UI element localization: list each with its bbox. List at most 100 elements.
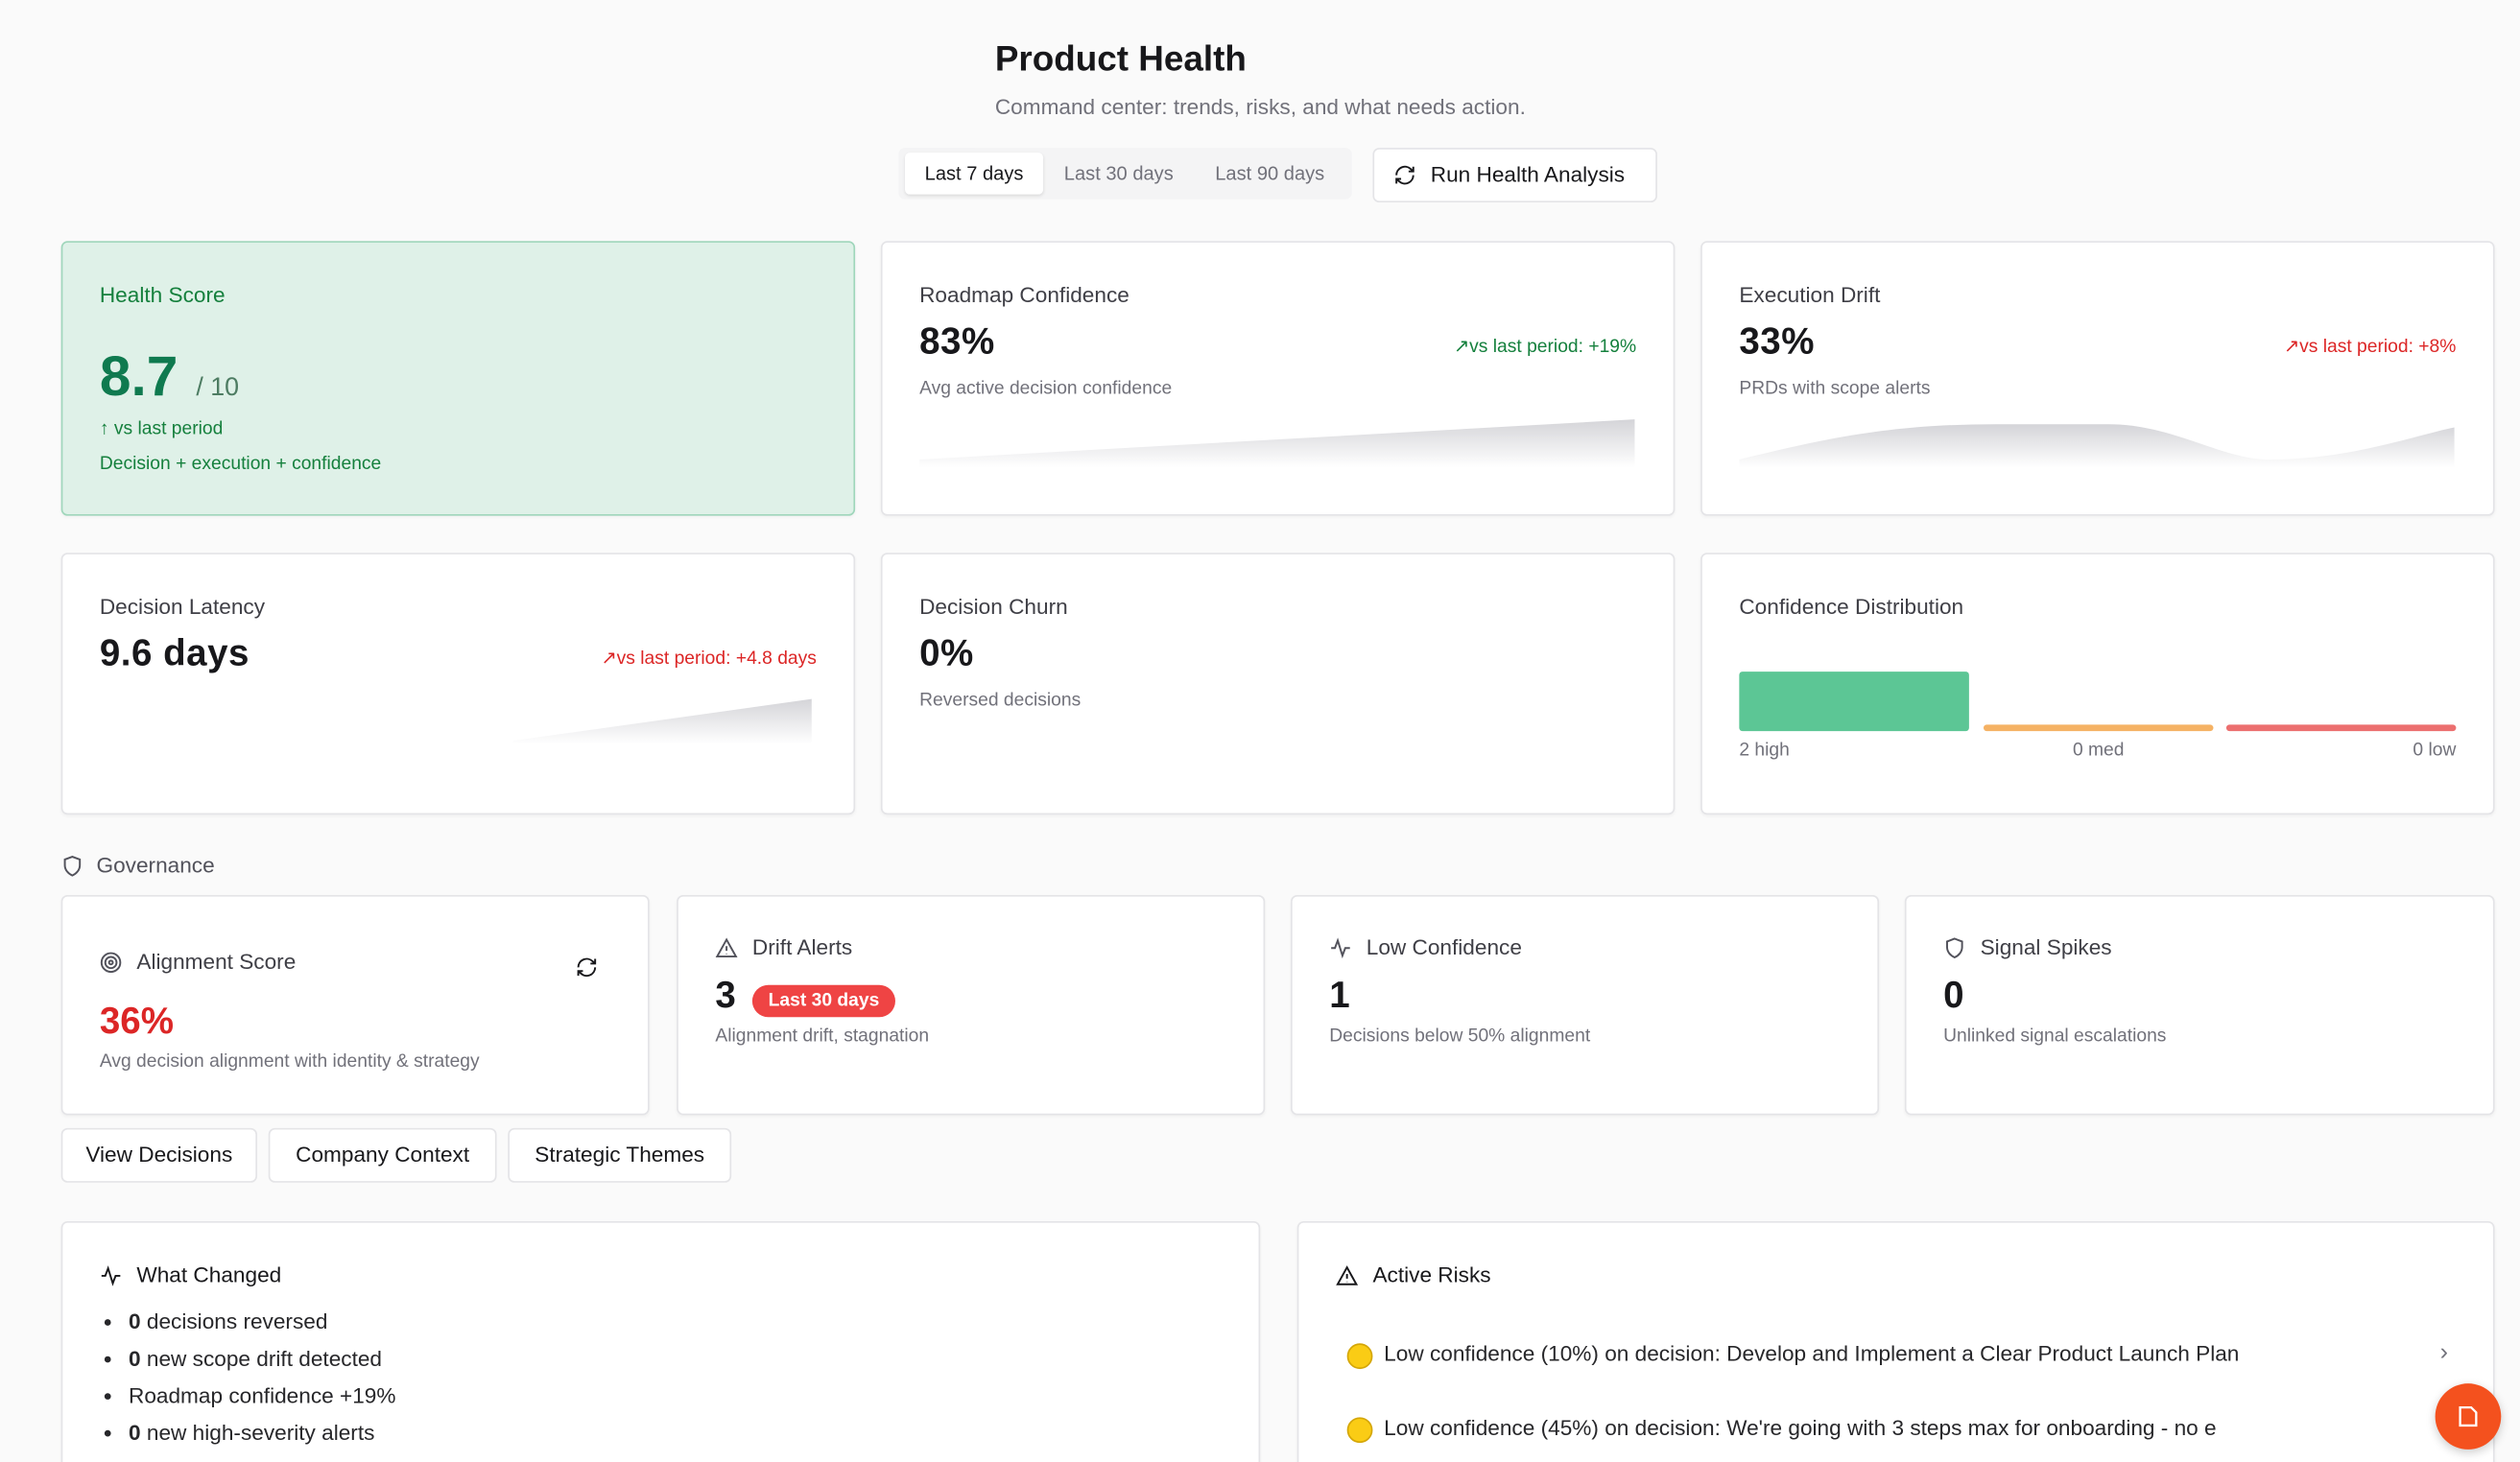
label: Execution Drift xyxy=(1739,282,1881,307)
trend: ↗vs last period: +4.8 days xyxy=(601,648,817,669)
title: Product Health xyxy=(994,38,1247,80)
active-risks-panel: Active Risks Low confidence (10%) on dec… xyxy=(1296,1221,2495,1462)
value: 0 xyxy=(1943,974,1964,1016)
sparkline xyxy=(919,419,1635,468)
gov-card: Alignment Score 36% Avg decision alignme… xyxy=(60,894,650,1116)
health-card: Health Score 8.7 / 10 ↑ vs last period D… xyxy=(60,241,856,516)
risk-row[interactable]: Low confidence (45%) on decision: We're … xyxy=(1336,1412,2456,1448)
gov-card: Drift Alerts 3 Last 30 days Alignment dr… xyxy=(677,894,1266,1116)
metric-card: Execution Drift 33% ↗vs last period: +8%… xyxy=(1700,241,2495,516)
note: PRDs with scope alerts xyxy=(1739,379,1931,399)
panel-title: What Changed xyxy=(136,1262,282,1287)
change-count: 0 xyxy=(129,1346,141,1371)
note: Decisions below 50% alignment xyxy=(1329,1026,1591,1047)
nav-button[interactable]: Company Context xyxy=(268,1127,497,1183)
label: Signal Spikes xyxy=(1980,934,2112,959)
trend: ↗vs last period: +19% xyxy=(1453,337,1637,357)
risk-dot xyxy=(1346,1343,1373,1370)
label: Confidence Distribution xyxy=(1739,594,1964,619)
trend-text: vs last period: +8% xyxy=(2299,337,2457,357)
change-text: new scope drift detected xyxy=(146,1346,383,1371)
bar-med xyxy=(1983,724,2214,732)
value: 8.7 xyxy=(99,345,178,409)
tab[interactable]: Last 30 days xyxy=(1063,162,1174,185)
tab[interactable]: Last 7 days xyxy=(905,153,1044,195)
change-item: Roadmap confidence +19% xyxy=(129,1383,395,1407)
target-icon xyxy=(100,952,122,974)
badge: Last 30 days xyxy=(751,984,896,1018)
note: Reversed decisions xyxy=(919,691,1082,711)
trend: ↗vs last period: +8% xyxy=(2283,337,2457,357)
note: Decision + execution + confidence xyxy=(99,455,382,475)
value: 36% xyxy=(99,999,174,1042)
label: Decision Churn xyxy=(919,594,1068,619)
sparkline xyxy=(512,698,812,744)
gov-card: Low Confidence 1 Decisions below 50% ali… xyxy=(1291,894,1880,1116)
suffix: / 10 xyxy=(196,374,240,402)
sparkline xyxy=(1739,424,2455,468)
fab-icon xyxy=(2459,1405,2478,1427)
shield-icon xyxy=(1946,937,1963,959)
metric-card: Decision Latency 9.6 days ↗vs last perio… xyxy=(60,553,856,815)
tab[interactable]: Last 90 days xyxy=(1215,162,1325,185)
trend-text: vs last period xyxy=(113,419,224,439)
bar-low xyxy=(2225,724,2457,732)
what-changed-panel: What Changed 0 decisions reversed0 new s… xyxy=(60,1221,1261,1462)
nav-button[interactable]: View Decisions xyxy=(60,1127,258,1183)
change-count: 0 xyxy=(129,1420,141,1445)
label: Drift Alerts xyxy=(751,934,853,959)
panel-title: Active Risks xyxy=(1372,1262,1491,1287)
bucket-label: 0 low xyxy=(2413,741,2457,761)
label: Roadmap Confidence xyxy=(919,282,1129,307)
metric-card: Decision Churn 0% Reversed decisions xyxy=(880,553,1676,815)
change-item: 0 new high-severity alerts xyxy=(129,1421,395,1445)
note: Avg active decision confidence xyxy=(919,379,1173,399)
pulse-icon xyxy=(1331,937,1350,959)
risk-text: Low confidence (45%) on decision: We're … xyxy=(1384,1415,2217,1440)
value: 0% xyxy=(919,631,974,673)
period-tabs: Last 7 days Last 30 days Last 90 days xyxy=(898,148,1352,200)
label: Decision Latency xyxy=(99,594,266,619)
trend-text: vs last period: +4.8 days xyxy=(616,648,817,669)
trend-text: vs last period: +19% xyxy=(1469,337,1637,357)
value: 9.6 days xyxy=(99,631,250,673)
label: Low Confidence xyxy=(1366,934,1522,959)
risk-row[interactable]: Low confidence (10%) on decision: Develo… xyxy=(1336,1338,2456,1374)
distribution-card: Confidence Distribution 2 high 0 med 0 l… xyxy=(1700,553,2495,815)
metric-card: Roadmap Confidence 83% ↗vs last period: … xyxy=(880,241,1676,516)
warning-icon xyxy=(1336,1265,1359,1285)
trend: ↑ vs last period xyxy=(99,419,224,439)
label: Health Score xyxy=(99,282,226,307)
note: Unlinked signal escalations xyxy=(1943,1026,2167,1047)
change-text: Roadmap confidence +19% xyxy=(129,1383,396,1408)
change-item: 0 new scope drift detected xyxy=(129,1347,395,1371)
note: Alignment drift, stagnation xyxy=(715,1026,930,1047)
bucket-label: 0 med xyxy=(2072,741,2125,761)
pulse-icon xyxy=(101,1265,121,1286)
note: Avg decision alignment with identity & s… xyxy=(99,1052,480,1073)
refresh-icon[interactable] xyxy=(576,956,598,979)
run-label: Run Health Analysis xyxy=(1430,162,1626,187)
gov-card: Signal Spikes 0 Unlinked signal escalati… xyxy=(1904,894,2495,1116)
change-item: 0 decisions reversed xyxy=(129,1309,395,1333)
value: 3 xyxy=(715,974,736,1016)
bucket-label: 2 high xyxy=(1739,741,1790,761)
shield-icon xyxy=(63,856,82,877)
nav-button[interactable]: Strategic Themes xyxy=(508,1127,732,1183)
fab[interactable] xyxy=(2435,1383,2502,1450)
warning-icon xyxy=(715,937,738,958)
bar-high xyxy=(1739,672,1969,732)
change-count: 0 xyxy=(129,1309,141,1334)
run-button[interactable]: Run Health Analysis xyxy=(1372,148,1657,203)
value: 33% xyxy=(1739,319,1815,362)
change-text: decisions reversed xyxy=(146,1309,328,1334)
value: 83% xyxy=(919,319,995,362)
refresh-icon xyxy=(1395,165,1415,185)
risk-dot xyxy=(1346,1417,1373,1444)
change-list: 0 decisions reversed0 new scope drift de… xyxy=(62,1309,395,1457)
label: Alignment Score xyxy=(136,949,297,975)
governance-title: Governance xyxy=(96,853,215,878)
chevron: › xyxy=(2439,1338,2449,1366)
change-text: new high-severity alerts xyxy=(146,1420,375,1445)
